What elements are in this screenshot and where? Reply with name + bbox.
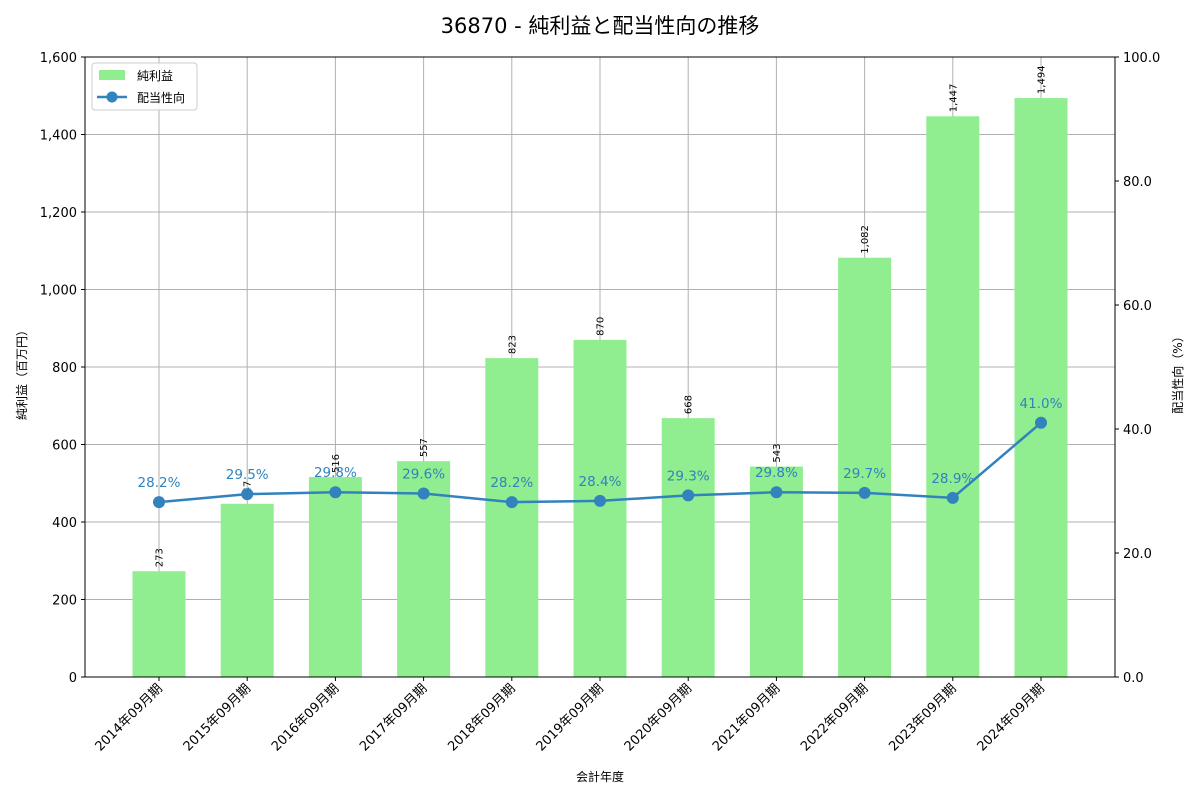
bar-value-label: 1,447 (948, 84, 959, 113)
x-tick-label: 2017年09月期 (357, 681, 430, 754)
bar-value-label: 273 (155, 548, 166, 567)
line-value-label: 28.4% (579, 474, 622, 490)
bar (926, 116, 980, 678)
y-tick-label: 1,600 (40, 51, 77, 66)
bar-series (132, 98, 1068, 678)
bar (220, 503, 274, 677)
bar-value-label: 870 (596, 317, 607, 336)
x-axis-label: 会計年度 (576, 769, 624, 784)
bar (838, 257, 892, 677)
x-tick-label: 2019年09月期 (534, 681, 607, 754)
x-tick-label: 2022年09月期 (798, 681, 871, 754)
y2-tick-label: 60.0 (1123, 299, 1152, 314)
x-tick-label: 2018年09月期 (445, 681, 518, 754)
x-tick-label: 2015年09月期 (181, 681, 254, 754)
bar (661, 418, 715, 677)
line-value-label: 29.5% (226, 467, 269, 483)
line-marker (594, 494, 606, 507)
line-value-label: 28.2% (138, 475, 181, 491)
line-value-label: 28.2% (490, 475, 533, 491)
bar-value-label: 543 (772, 443, 783, 462)
bar-value-label: 668 (684, 395, 695, 414)
bar (749, 466, 803, 677)
line-marker (682, 489, 695, 502)
bar-value-label: 823 (507, 335, 518, 354)
y-axis-right-label: 配当性向（%） (1170, 330, 1185, 413)
line-marker (946, 491, 959, 504)
line-series (153, 416, 1047, 509)
legend-label-net-income: 純利益 (137, 69, 173, 83)
legend-line-marker (106, 91, 118, 103)
line-value-label: 29.8% (314, 465, 357, 481)
x-axis: 2014年09月期 2015年09月期 2016年09月期 2017年09月期 2018… (93, 677, 1048, 755)
y-tick-label: 0 (69, 671, 77, 686)
y-tick-label: 1,400 (40, 129, 77, 144)
x-tick-label: 2023年09月期 (886, 681, 959, 754)
chart-title: 36870 - 純利益と配当性向の推移 (441, 14, 760, 38)
x-tick-label: 2020年09月期 (622, 681, 695, 754)
y-tick-label: 800 (52, 361, 77, 376)
bar (485, 358, 539, 677)
line-value-label: 29.8% (755, 465, 798, 481)
line-marker (241, 488, 254, 501)
bar (1014, 98, 1068, 677)
bar (573, 339, 627, 677)
y2-tick-label: 100.0 (1123, 51, 1160, 66)
bar-value-label: 557 (419, 438, 430, 457)
line-marker (329, 486, 342, 499)
bar-value-label: 516 (331, 454, 342, 473)
line-value-label: 29.7% (843, 466, 886, 482)
legend-bar-swatch (99, 70, 125, 80)
y-tick-label: 1,200 (40, 206, 77, 221)
legend-label-payout-ratio: 配当性向 (137, 90, 185, 105)
x-tick-label: 2016年09月期 (269, 681, 342, 754)
y2-tick-label: 0.0 (1123, 671, 1144, 686)
line-value-label: 41.0% (1020, 396, 1063, 412)
bar-value-label: 1,494 (1037, 65, 1048, 94)
y-tick-label: 600 (52, 439, 77, 454)
y-tick-label: 400 (52, 516, 77, 531)
line-value-label: 28.9% (931, 471, 974, 487)
y2-tick-label: 80.0 (1123, 175, 1152, 190)
bar (132, 571, 186, 677)
x-tick-label: 2024年09月期 (975, 681, 1048, 754)
y-axis-left-label: 純利益（百万円） (15, 324, 29, 420)
y-axis-left: 0 200 400 600 800 1,000 1,200 1,400 1,600 (40, 51, 85, 686)
line-value-label: 29.3% (667, 468, 710, 484)
legend: 純利益 配当性向 (91, 62, 198, 111)
line-marker (1035, 416, 1047, 429)
y2-tick-label: 20.0 (1123, 547, 1152, 562)
line-marker (505, 496, 518, 509)
line-marker (153, 496, 165, 509)
x-tick-label: 2021年09月期 (710, 681, 783, 754)
y-tick-label: 1,000 (40, 284, 77, 299)
y2-tick-label: 40.0 (1123, 423, 1152, 438)
x-tick-label: 2014年09月期 (93, 681, 166, 754)
line-marker (417, 487, 430, 500)
bar (308, 477, 362, 677)
line-marker (858, 486, 871, 499)
y-tick-label: 200 (52, 594, 77, 609)
y-axis-right: 0.0 20.0 40.0 60.0 80.0 100.0 (1115, 51, 1160, 686)
line-value-label: 29.6% (402, 466, 445, 482)
line-value-labels: 28.2% 29.5% 29.8% 29.6% 28.2% 28.4% 29.3% 29.8%… (138, 396, 1063, 491)
bar-value-label: 1,082 (860, 225, 871, 254)
line-marker (770, 486, 783, 499)
